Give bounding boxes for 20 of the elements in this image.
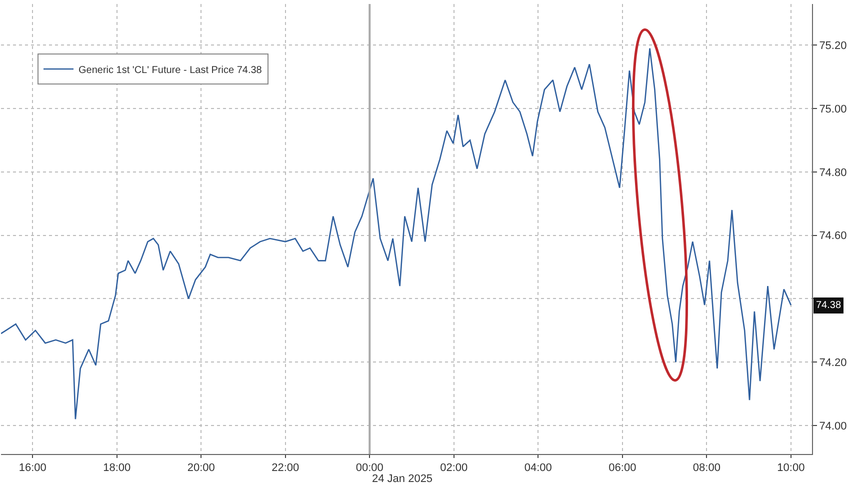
x-tick-label: 00:00 [356, 462, 384, 474]
annotation: 74.38 [816, 300, 842, 311]
y-tick-label: 75.20 [819, 40, 847, 52]
x-tick-label: 10:00 [777, 462, 805, 474]
legend-label: Generic 1st 'CL' Future - Last Price 74.38 [78, 64, 262, 76]
x-tick-label: 18:00 [103, 462, 131, 474]
y-tick-label: 74.60 [819, 230, 847, 242]
x-tick-label: 08:00 [692, 462, 720, 474]
line-series [1, 48, 792, 420]
x-tick-label: 16:00 [18, 462, 46, 474]
x-tick-label: 06:00 [608, 462, 636, 474]
x-tick-label: 20:00 [187, 462, 215, 474]
y-tick-label: 75.00 [819, 103, 847, 116]
x-tick-label: 04:00 [524, 462, 552, 474]
y-tick-label: 74.00 [819, 420, 847, 432]
x-tick-label: 22:00 [272, 462, 300, 474]
y-tick-label: 74.80 [819, 166, 847, 179]
y-tick-label: 74.20 [819, 356, 847, 369]
ref-line-label: 24 Jan 2025 [372, 473, 433, 485]
x-tick-label: 02:00 [440, 462, 468, 474]
